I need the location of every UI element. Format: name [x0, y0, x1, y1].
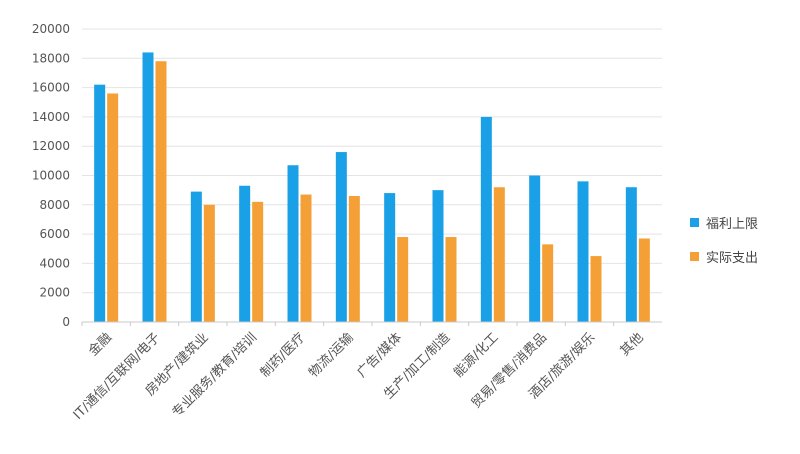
x-tick-label: 广告/媒体	[355, 330, 405, 380]
legend-item-series-1: 实际支出	[690, 246, 758, 266]
bar-benefit-cap	[625, 187, 637, 322]
legend-label-series-0: 福利上限	[706, 216, 759, 232]
legend-label-series-1: 实际支出	[706, 250, 759, 266]
bar-benefit-cap	[239, 185, 251, 322]
bar-actual-spend	[155, 61, 167, 322]
bar-actual-spend	[445, 237, 457, 322]
y-tick-label: 10000	[32, 169, 70, 183]
y-tick-label: 14000	[32, 110, 70, 124]
x-tick-label: 其他	[618, 330, 647, 359]
legend-swatch-series-1	[690, 251, 699, 261]
x-tick-label: 金融	[85, 330, 115, 360]
x-tick-label: 制药/医疗	[258, 330, 308, 380]
y-tick-label: 16000	[32, 81, 70, 95]
x-tick-label: 专业服务/教育/培训	[169, 330, 260, 421]
legend-item-series-0: 福利上限	[690, 212, 758, 232]
bar-benefit-cap	[94, 84, 106, 322]
bar-actual-spend	[252, 201, 264, 322]
x-axis-ticks: 金融IT/通信/互联网/电子房地产/建筑业专业服务/教育/培训制药/医疗物流/运…	[71, 330, 647, 423]
y-tick-label: 2000	[39, 286, 70, 300]
x-tick-label: 能源/化工	[451, 330, 501, 380]
y-tick-label: 8000	[39, 198, 70, 212]
bar-actual-spend	[493, 187, 505, 322]
y-tick-label: 12000	[32, 139, 70, 153]
bar-benefit-cap	[335, 152, 347, 322]
bar-actual-spend	[397, 237, 409, 322]
legend: 福利上限 实际支出	[690, 212, 758, 280]
bar-benefit-cap	[142, 52, 154, 322]
y-tick-label: 6000	[39, 227, 70, 241]
x-axis	[81, 321, 662, 326]
y-tick-label: 20000	[32, 22, 70, 36]
y-tick-label: 4000	[39, 256, 70, 270]
bars	[94, 52, 650, 323]
legend-swatch-series-0	[690, 217, 699, 227]
y-tick-label: 0	[62, 315, 70, 329]
x-tick-label: 物流/运输	[305, 330, 356, 381]
bar-benefit-cap	[480, 116, 492, 323]
bar-actual-spend	[638, 238, 650, 322]
x-tick-label: IT/通信/互联网/电子	[71, 330, 164, 423]
bar-benefit-cap	[432, 190, 444, 322]
bar-actual-spend	[107, 93, 119, 323]
bar-actual-spend	[203, 204, 215, 322]
bar-benefit-cap	[384, 193, 396, 322]
y-tick-label: 18000	[32, 51, 70, 65]
bar-actual-spend	[542, 244, 554, 322]
bar-actual-spend	[590, 256, 602, 322]
bar-actual-spend	[300, 194, 312, 322]
y-axis-ticks: 0 2000 4000 6000 8000 10000 12000 14000 16000 180…	[32, 22, 70, 329]
grid-lines	[82, 28, 662, 294]
bar-benefit-cap	[190, 191, 202, 322]
bar-benefit-cap	[577, 181, 589, 322]
bar-actual-spend	[348, 196, 360, 322]
bar-benefit-cap	[287, 165, 299, 322]
bar-benefit-cap	[529, 175, 541, 322]
